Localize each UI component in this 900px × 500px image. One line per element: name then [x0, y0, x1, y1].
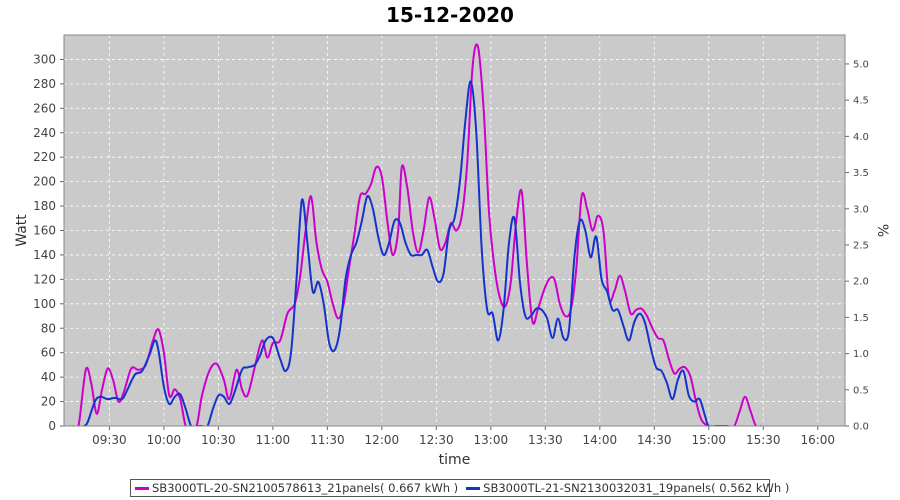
y-tick-label: 240: [33, 126, 56, 140]
y2-tick-label: 3.0: [853, 204, 869, 215]
y2-tick-label: 1.5: [853, 313, 869, 324]
y2-tick-label: 0.5: [853, 385, 869, 396]
legend-label-series-1: SB3000TL-20-SN2100578613_21panels( 0.667…: [152, 481, 459, 495]
y2-tick-label: 4.5: [853, 96, 869, 107]
y-tick-label: 160: [33, 224, 56, 238]
y-tick-label: 180: [33, 199, 56, 213]
x-tick-label: 14:00: [583, 433, 618, 447]
y2-tick-label: 3.5: [853, 168, 869, 179]
y2-tick-label: 5.0: [853, 59, 869, 70]
y2-tick-label: 4.0: [853, 132, 869, 143]
x-tick-label: 15:00: [691, 433, 726, 447]
x-tick-label: 13:30: [528, 433, 563, 447]
y-tick-label: 80: [41, 321, 56, 335]
legend-item-series-1: SB3000TL-20-SN2100578613_21panels( 0.667…: [135, 481, 458, 495]
y-axis-left: 0 20 40 60 80 100 120 140 160 180 200 220 240 260 280 3…: [33, 52, 64, 433]
y-axis-label: Watt: [14, 214, 30, 247]
legend-swatch-series-2: [466, 486, 481, 490]
x-axis-label: time: [439, 452, 471, 468]
plot-border: [63, 34, 846, 427]
legend-swatch-series-1: [135, 486, 149, 490]
y-tick-label: 120: [33, 272, 56, 286]
y-tick-label: 280: [33, 77, 56, 91]
x-tick-label: 11:00: [256, 433, 291, 447]
y-tick-label: 300: [33, 52, 56, 66]
y-tick-label: 20: [41, 395, 56, 409]
y-tick-label: 60: [41, 346, 56, 360]
series-line-2: [83, 80, 727, 426]
y-tick-label: 200: [33, 175, 56, 189]
x-axis: 09:30 10:00 10:30 11:00 11:30 12:00 12:30 13:00…: [92, 426, 835, 447]
x-tick-label: 15:30: [746, 433, 781, 447]
x-tick-label: 11:30: [310, 433, 345, 447]
series-lines: [72, 43, 762, 426]
y-tick-label: 220: [33, 150, 56, 164]
x-tick-label: 10:30: [201, 433, 236, 447]
y-tick-label: 0: [48, 419, 56, 433]
y-axis-right: 0.0 0.5 1.0 1.5 2.0 2.5 3.0 3.5 4.0 4.5 5.0: [845, 59, 869, 433]
y2-tick-label: 0.0: [853, 422, 869, 433]
y2-tick-label: 2.0: [853, 277, 869, 288]
y2-axis-label: %: [874, 224, 890, 237]
y-tick-label: 140: [33, 248, 56, 262]
y-tick-label: 100: [33, 297, 56, 311]
x-tick-label: 16:00: [800, 433, 835, 447]
legend: SB3000TL-20-SN2100578613_21panels( 0.667…: [130, 479, 789, 497]
y-tick-label: 40: [41, 370, 56, 384]
y2-tick-label: 1.0: [853, 349, 869, 360]
y2-tick-label: 2.5: [853, 240, 869, 251]
x-tick-label: 13:00: [474, 433, 509, 447]
x-tick-label: 12:00: [365, 433, 400, 447]
legend-item-series-2: SB3000TL-21-SN2130032031_19panels( 0.562…: [466, 481, 789, 495]
legend-label-series-2: SB3000TL-21-SN2130032031_19panels( 0.562…: [483, 481, 790, 495]
x-tick-label: 10:00: [147, 433, 182, 447]
chart-title: 15-12-2020: [386, 3, 514, 27]
y-tick-label: 260: [33, 101, 56, 115]
x-tick-label: 12:30: [419, 433, 454, 447]
x-tick-label: 14:30: [637, 433, 672, 447]
series-line-1: [72, 43, 762, 426]
x-tick-label: 09:30: [92, 433, 127, 447]
